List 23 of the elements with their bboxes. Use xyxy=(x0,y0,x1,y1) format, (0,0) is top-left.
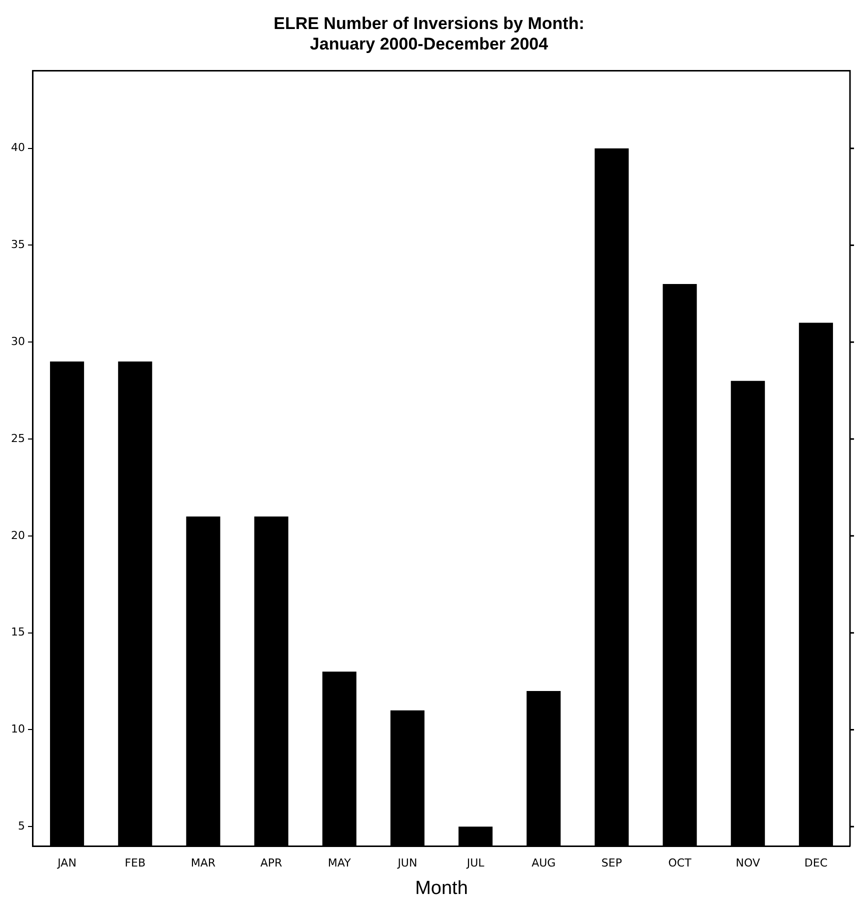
x-tick-label: JUL xyxy=(466,856,486,870)
x-tick-label: APR xyxy=(260,856,283,870)
x-tick-label: FEB xyxy=(124,856,146,870)
x-tick-label: JUN xyxy=(396,856,418,870)
y-tick-label: 5 xyxy=(18,819,25,832)
text: January 2000-December 2004 xyxy=(310,34,548,54)
x-tick-label: NOV xyxy=(736,856,760,870)
y-tick-label: 30 xyxy=(10,334,25,348)
x-tick-label: MAY xyxy=(328,856,352,870)
y-tick-label: 10 xyxy=(10,722,25,736)
x-tick-label: SEP xyxy=(601,856,622,870)
y-tick-label: 20 xyxy=(10,528,25,542)
x-axis-title: Month xyxy=(415,878,468,899)
y-tick-label: 35 xyxy=(10,238,25,252)
y-tick-label: 25 xyxy=(10,432,25,445)
x-tick-label: DEC xyxy=(804,856,828,870)
x-tick-label: MAR xyxy=(190,856,216,870)
x-tick-label: JAN xyxy=(56,856,76,870)
x-tick-label: OCT xyxy=(668,856,692,870)
text: ELRE Number of Inversions by Month: xyxy=(274,14,584,33)
y-tick-label: 15 xyxy=(10,626,25,639)
x-tick-label: AUG xyxy=(532,856,556,870)
y-tick-label: 40 xyxy=(10,141,25,154)
